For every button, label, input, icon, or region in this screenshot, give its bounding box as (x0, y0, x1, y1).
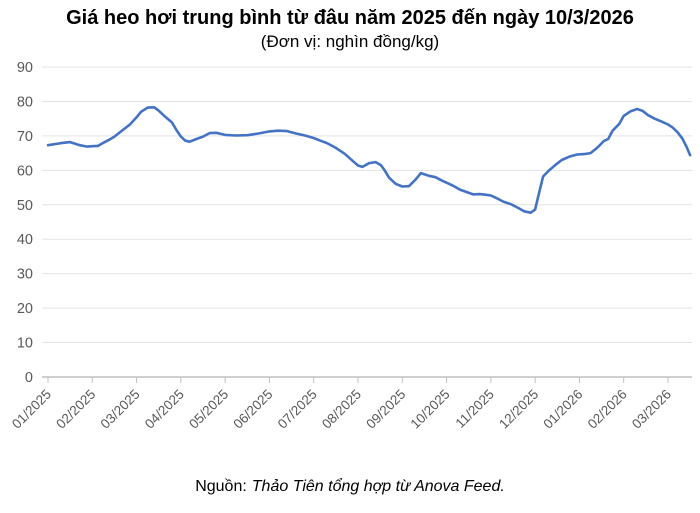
x-tick-label: 03/2026 (629, 387, 674, 432)
x-tick-label: 11/2025 (453, 387, 497, 431)
y-tick-label: 50 (17, 198, 33, 214)
chart-unit-subtitle: (Đơn vị: nghìn đồng/kg) (260, 32, 440, 51)
y-tick-label: 90 (17, 60, 33, 76)
source-note: Nguồn: Thảo Tiên tổng hợp từ Anova Feed. (0, 478, 700, 496)
x-tick-label: 10/2025 (408, 387, 453, 432)
y-tick-label: 10 (17, 336, 33, 352)
y-tick-label: 80 (17, 94, 33, 110)
x-tick-label: 01/2025 (9, 387, 54, 432)
x-tick-label: 04/2025 (142, 387, 187, 432)
x-tick-label: 03/2025 (98, 387, 143, 432)
source-label: Nguồn: (195, 478, 247, 495)
source-text: Thảo Tiên tổng hợp từ Anova Feed. (251, 478, 505, 495)
y-tick-label: 30 (17, 267, 33, 283)
x-tick-label: 08/2025 (319, 387, 364, 432)
x-tick-label: 09/2025 (363, 387, 408, 432)
y-tick-label: 0 (25, 370, 33, 386)
x-tick-label: 02/2026 (585, 387, 630, 432)
x-tick-label: 01/2026 (540, 387, 585, 432)
x-tick-label: 12/2025 (496, 387, 541, 432)
y-tick-label: 20 (17, 301, 33, 317)
hog-price-line-chart: 90 80 70 60 50 40 30 20 10 001/2025 02/2025 03/2025… (9, 60, 692, 432)
x-tick-label: 02/2025 (53, 387, 98, 432)
y-tick-label: 40 (17, 232, 33, 248)
price-line (46, 105, 692, 214)
y-tick-label: 70 (17, 129, 33, 145)
y-tick-label: 60 (17, 163, 33, 179)
x-tick-label: 07/2025 (275, 387, 320, 432)
chart-title: Giá heo hơi trung bình từ đâu năm 2025 đ… (66, 7, 634, 29)
x-tick-label: 06/2025 (230, 387, 275, 432)
x-tick-label: 05/2025 (186, 387, 231, 432)
